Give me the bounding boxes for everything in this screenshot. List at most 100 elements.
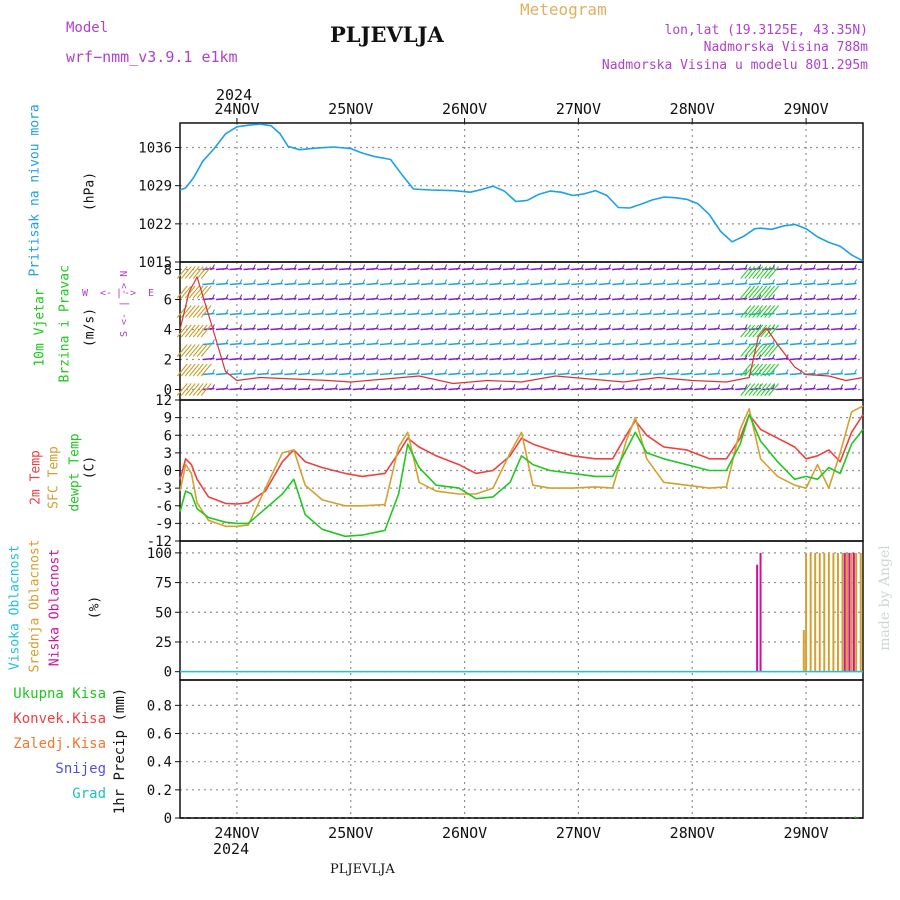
wind-barb-feather-322 — [676, 354, 680, 359]
wind-barb-253 — [379, 342, 393, 346]
wind-barb-feather-189 — [826, 309, 830, 314]
wind-barb-feather-389 — [280, 384, 284, 389]
wind-barb-feather-168 — [539, 309, 543, 314]
wind-barb-160 — [420, 312, 434, 316]
wind-barb-feather-123 — [580, 294, 584, 299]
wind-gust-barb-1-494 — [744, 266, 756, 279]
wind-barb-feather-393 — [334, 384, 338, 389]
wind-barb-feather-167 — [526, 309, 530, 314]
wind-gust-barb-1-497 — [748, 344, 760, 357]
wind-barb-431 — [844, 387, 857, 391]
wind-gust-barb-1-495 — [748, 383, 760, 396]
wind-barb-139 — [789, 297, 802, 301]
model-name: wrf−nmm_v3.9.1 e1km — [66, 48, 238, 66]
wind-barb-55 — [298, 282, 311, 286]
wind-barb-feather-100 — [266, 294, 270, 299]
wind-barb-392 — [311, 387, 324, 391]
wind-barb-362 — [557, 372, 570, 376]
wind-gust-barb-0-455 — [188, 344, 200, 357]
wind-barb-128 — [639, 297, 652, 301]
wind-barb-feather-406 — [512, 384, 516, 389]
wind-barb-feather-157 — [389, 309, 393, 314]
wind-gust-barb-0-453 — [188, 383, 200, 396]
wind-barb-feather-139 — [799, 294, 803, 299]
wind-barb-feather-289 — [225, 354, 229, 359]
wind-barb-feather-290 — [239, 354, 243, 359]
wind-barb-feather-343 — [307, 369, 311, 374]
wind-barb-320 — [639, 357, 652, 361]
wind-barb-230 — [721, 327, 734, 331]
wind-barb-83 — [680, 282, 693, 286]
wind-barb-338 — [229, 372, 242, 376]
wind-gust-barb-1-508 — [752, 266, 764, 279]
wind-barb-423 — [735, 387, 748, 391]
wind-barb-feather-194 — [239, 324, 243, 329]
wind-barb-feather-153 — [334, 309, 338, 314]
wind-barb-328 — [748, 357, 761, 361]
wind-barb-241 — [216, 342, 229, 346]
wind-barb-261 — [489, 342, 502, 346]
wind-barb-feather-285 — [826, 339, 830, 344]
wind-barb-feather-310 — [512, 354, 516, 359]
wind-barb-feather-390 — [293, 384, 297, 389]
coords-label: lon,lat (19.3125E, 43.35N) — [664, 23, 869, 38]
wind-barb-191 — [844, 312, 857, 316]
wind-barb-373 — [707, 372, 720, 376]
wind-barb-feather-40 — [758, 264, 762, 269]
wind-barb-111 — [407, 297, 420, 301]
wind-barb-feather-365 — [608, 369, 612, 374]
wind-barb-330 — [776, 357, 789, 361]
wind-barb-feather-20 — [485, 264, 489, 269]
legend-zaledj-kisa: Zaledj.Kisa — [13, 736, 106, 752]
wind-barb-1 — [216, 267, 229, 271]
wind-barb-feather-155 — [362, 309, 366, 314]
wind-barb-158 — [393, 312, 406, 316]
wind-barb-15 — [407, 267, 420, 271]
wind-barb-feather-288 — [212, 354, 215, 359]
wind-barb-125 — [598, 297, 611, 301]
wind-barb-feather-355 — [471, 369, 475, 374]
wind-barb-430 — [830, 387, 843, 391]
wind-barb-feather-236 — [813, 324, 816, 329]
wind-barb-156 — [366, 312, 379, 316]
wind-gust-barb-1-503 — [752, 363, 764, 377]
wind-barb-feather-367 — [635, 369, 639, 374]
temperature-ytick-label-7: 9 — [164, 411, 172, 427]
wind-barb-324 — [694, 357, 707, 361]
wind-barb-feather-66 — [457, 279, 461, 284]
wind-barb-267 — [571, 342, 584, 346]
wind-barb-feather-24 — [539, 264, 543, 269]
wind-barb-37 — [707, 267, 720, 271]
wind-barb-feather-383 — [854, 369, 857, 374]
wind-barb-feather-69 — [498, 279, 502, 284]
wind-barb-feather-42 — [785, 264, 789, 269]
wind-barb-feather-278 — [731, 339, 734, 344]
wind-barb-226 — [666, 327, 679, 331]
wind-barb-feather-22 — [512, 264, 516, 269]
wind-barb-feather-359 — [526, 369, 530, 374]
wind-barb-feather-333 — [826, 354, 830, 359]
wind-barb-315 — [571, 357, 584, 361]
wind-barb-feather-391 — [307, 384, 311, 389]
wind-barb-290 — [229, 357, 242, 361]
wind-barb-149 — [270, 312, 283, 316]
wind-barb-feather-429 — [826, 384, 830, 389]
wind-barb-feather-327 — [744, 354, 748, 359]
wind-barb-188 — [803, 312, 816, 316]
wind-barb-214 — [502, 327, 516, 331]
wind-barb-208 — [420, 327, 434, 331]
wind-barb-feather-412 — [594, 384, 598, 389]
wind-barb-feather-117 — [498, 294, 502, 299]
wind-barb-feather-398 — [403, 384, 407, 389]
wind-barb-247 — [298, 342, 311, 346]
wind-barb-167 — [516, 312, 529, 316]
wind-barb-feather-347 — [362, 369, 366, 374]
wind-barb-feather-410 — [567, 384, 571, 389]
wind-barb-feather-341 — [280, 369, 284, 374]
wind-gust-barb-1-519 — [760, 324, 772, 338]
temperature-ytick-label-2: -6 — [155, 499, 172, 515]
wind-barb-feather-356 — [485, 369, 489, 374]
wind-gust-barb-0-448 — [184, 344, 196, 357]
wind-barb-feather-26 — [567, 264, 571, 269]
wind-barb-feather-397 — [389, 384, 393, 389]
